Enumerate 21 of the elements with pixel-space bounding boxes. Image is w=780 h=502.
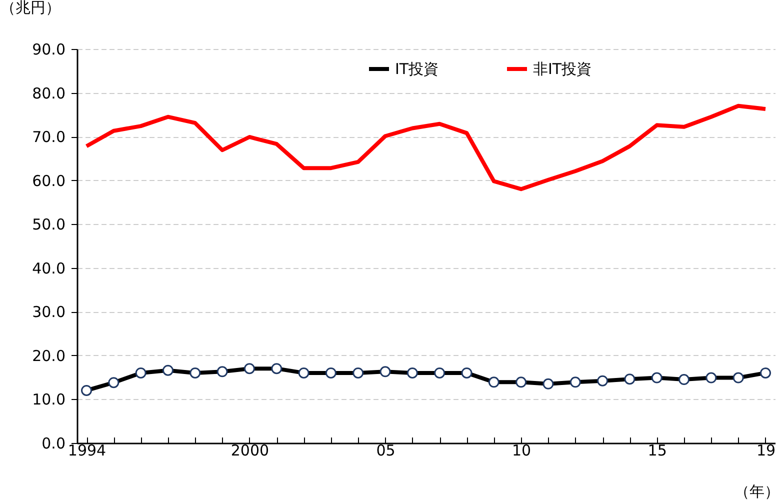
legend-label: 非IT投資 bbox=[533, 60, 592, 78]
y-tick-label: 50.0 bbox=[32, 216, 66, 234]
y-tick-label: 60.0 bbox=[32, 172, 66, 190]
x-tick-label: 2000 bbox=[230, 442, 270, 460]
x-tick-label: 10 bbox=[512, 442, 532, 460]
y-tick-label: 10.0 bbox=[32, 390, 66, 409]
y-tick-label: 40.0 bbox=[32, 259, 66, 278]
line-series bbox=[84, 104, 768, 192]
legend-label: IT投資 bbox=[395, 60, 439, 78]
x-tick-label: 19 bbox=[756, 442, 776, 460]
y-tick-label: 20.0 bbox=[32, 346, 66, 365]
x-tick-label: 1994 bbox=[68, 442, 106, 460]
y-tick-label: 70.0 bbox=[32, 128, 66, 146]
x-axis-title: （年） bbox=[734, 482, 780, 500]
y-tick-label: 90.0 bbox=[32, 40, 66, 58]
y-tick-label: 80.0 bbox=[32, 84, 66, 102]
x-tick-label: 05 bbox=[376, 442, 396, 460]
y-axis-title: （兆円） bbox=[0, 0, 60, 16]
y-tick-label: 0.0 bbox=[42, 434, 66, 452]
y-tick-label: 30.0 bbox=[32, 303, 66, 322]
x-tick-label: 15 bbox=[648, 442, 667, 460]
